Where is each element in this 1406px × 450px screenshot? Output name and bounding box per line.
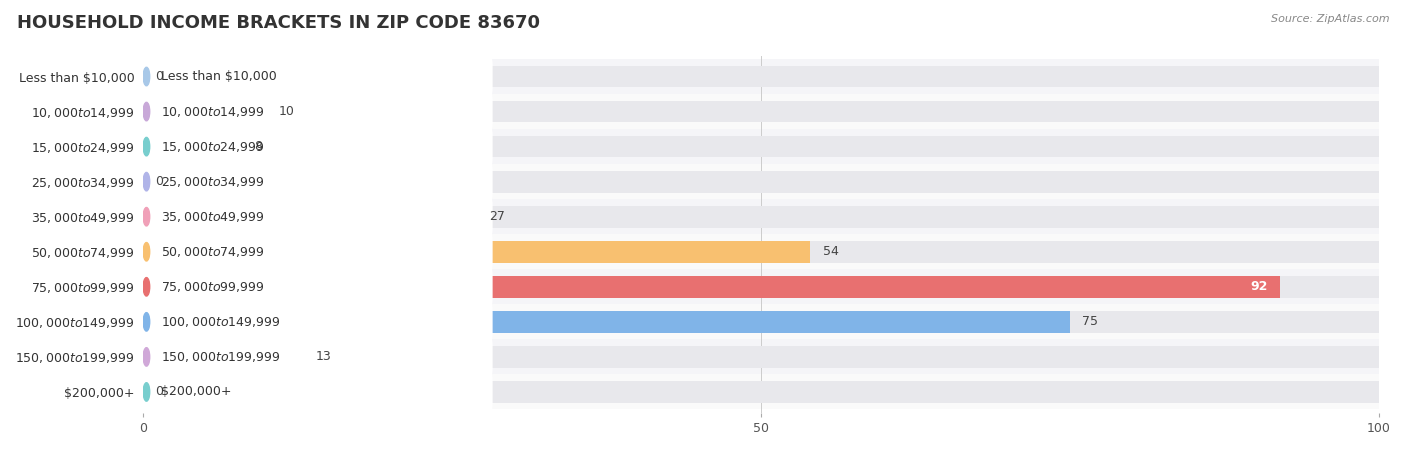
Text: $25,000 to $34,999: $25,000 to $34,999 xyxy=(162,175,264,189)
Text: Source: ZipAtlas.com: Source: ZipAtlas.com xyxy=(1271,14,1389,23)
Text: Less than $10,000: Less than $10,000 xyxy=(162,70,277,83)
Text: $150,000 to $199,999: $150,000 to $199,999 xyxy=(162,350,281,364)
Bar xyxy=(143,136,242,158)
Circle shape xyxy=(143,278,149,296)
Text: 92: 92 xyxy=(1250,280,1268,293)
Circle shape xyxy=(143,348,149,366)
Bar xyxy=(143,311,1070,333)
Text: $15,000 to $24,999: $15,000 to $24,999 xyxy=(162,140,264,153)
Text: 0: 0 xyxy=(155,175,163,188)
Bar xyxy=(143,276,1279,297)
Circle shape xyxy=(143,243,149,261)
Circle shape xyxy=(143,207,149,226)
Text: 54: 54 xyxy=(823,245,838,258)
Circle shape xyxy=(143,313,149,331)
Text: 0: 0 xyxy=(155,386,163,398)
Bar xyxy=(143,311,1379,333)
Bar xyxy=(143,66,1379,87)
Circle shape xyxy=(143,172,149,191)
Text: HOUSEHOLD INCOME BRACKETS IN ZIP CODE 83670: HOUSEHOLD INCOME BRACKETS IN ZIP CODE 83… xyxy=(17,14,540,32)
Bar xyxy=(0,374,1379,410)
Bar xyxy=(143,136,1379,158)
Text: 27: 27 xyxy=(489,210,505,223)
Bar xyxy=(143,101,266,122)
Text: $50,000 to $74,999: $50,000 to $74,999 xyxy=(162,245,264,259)
Circle shape xyxy=(143,382,149,401)
Text: 0: 0 xyxy=(155,70,163,83)
FancyBboxPatch shape xyxy=(132,160,492,203)
Bar xyxy=(0,234,1379,269)
Bar xyxy=(0,59,1379,94)
FancyBboxPatch shape xyxy=(132,370,492,414)
Circle shape xyxy=(143,68,149,86)
Bar xyxy=(0,304,1379,339)
Bar xyxy=(143,101,1379,122)
Circle shape xyxy=(143,102,149,121)
Text: 8: 8 xyxy=(254,140,262,153)
Text: $100,000 to $149,999: $100,000 to $149,999 xyxy=(162,315,281,329)
Bar xyxy=(0,199,1379,234)
Bar xyxy=(143,276,1379,297)
Bar xyxy=(143,346,1379,368)
Bar xyxy=(143,241,1379,263)
Bar xyxy=(0,129,1379,164)
Bar xyxy=(0,269,1379,304)
Bar xyxy=(143,206,477,228)
FancyBboxPatch shape xyxy=(132,230,492,274)
FancyBboxPatch shape xyxy=(132,55,492,98)
Bar xyxy=(143,346,304,368)
Circle shape xyxy=(143,137,149,156)
Bar xyxy=(143,206,1379,228)
FancyBboxPatch shape xyxy=(132,335,492,378)
Text: $75,000 to $99,999: $75,000 to $99,999 xyxy=(162,280,264,294)
Bar xyxy=(143,171,1379,193)
Bar xyxy=(0,164,1379,199)
Bar xyxy=(0,94,1379,129)
Bar xyxy=(143,381,1379,403)
Text: 10: 10 xyxy=(278,105,295,118)
Text: 75: 75 xyxy=(1083,315,1098,328)
FancyBboxPatch shape xyxy=(132,265,492,309)
Text: $35,000 to $49,999: $35,000 to $49,999 xyxy=(162,210,264,224)
FancyBboxPatch shape xyxy=(132,125,492,168)
FancyBboxPatch shape xyxy=(132,90,492,133)
Bar xyxy=(143,241,810,263)
Text: $10,000 to $14,999: $10,000 to $14,999 xyxy=(162,104,264,118)
Text: $200,000+: $200,000+ xyxy=(162,386,232,398)
FancyBboxPatch shape xyxy=(132,195,492,238)
Bar xyxy=(0,339,1379,374)
FancyBboxPatch shape xyxy=(132,300,492,344)
Text: 13: 13 xyxy=(316,351,332,364)
